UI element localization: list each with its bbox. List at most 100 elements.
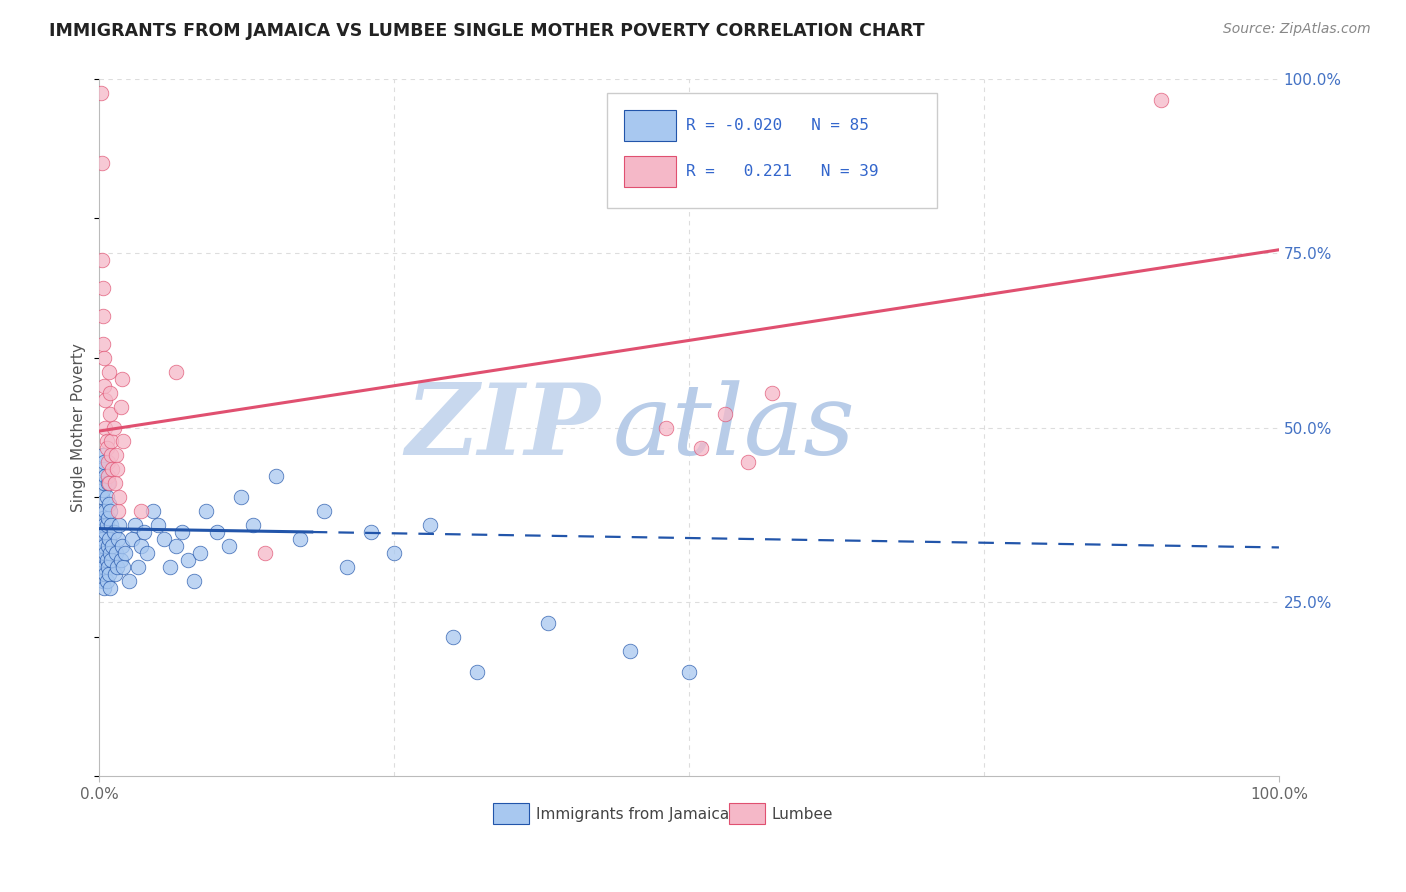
- Point: [170, 525, 193, 540]
- FancyBboxPatch shape: [624, 156, 676, 187]
- Point: [98, 407, 121, 421]
- Point: [100, 518, 122, 533]
- Point: [229, 490, 252, 504]
- Point: [97, 511, 120, 525]
- Point: [105, 560, 128, 574]
- Text: atlas: atlas: [613, 380, 855, 475]
- Point: [94, 420, 117, 434]
- Text: ZIP: ZIP: [406, 379, 600, 475]
- Point: [678, 665, 700, 679]
- Point: [94, 469, 117, 483]
- Point: [90, 155, 112, 169]
- Point: [194, 504, 217, 518]
- Point: [97, 476, 120, 491]
- Point: [110, 553, 132, 567]
- Point: [242, 518, 264, 533]
- Point: [91, 337, 114, 351]
- Point: [97, 539, 120, 553]
- Point: [111, 434, 134, 449]
- Point: [134, 525, 156, 540]
- FancyBboxPatch shape: [606, 93, 936, 208]
- Point: [97, 566, 120, 581]
- Point: [121, 532, 143, 546]
- Point: [103, 420, 125, 434]
- Point: [129, 504, 152, 518]
- Point: [98, 546, 121, 560]
- Point: [107, 504, 129, 518]
- Point: [96, 434, 118, 449]
- Point: [654, 420, 676, 434]
- Point: [97, 560, 120, 574]
- Point: [148, 518, 170, 533]
- Point: [713, 407, 735, 421]
- Point: [90, 560, 112, 574]
- Point: [97, 455, 120, 469]
- Point: [94, 525, 117, 540]
- Point: [100, 553, 122, 567]
- Point: [93, 539, 115, 553]
- Point: [127, 560, 149, 574]
- Point: [737, 455, 759, 469]
- Point: [110, 400, 132, 414]
- Point: [207, 525, 229, 540]
- Point: [441, 630, 464, 644]
- Point: [94, 546, 117, 560]
- Point: [91, 449, 114, 463]
- Point: [93, 518, 115, 533]
- Point: [97, 476, 120, 491]
- Point: [90, 546, 112, 560]
- Point: [90, 86, 112, 100]
- Point: [108, 490, 131, 504]
- Point: [153, 532, 176, 546]
- Point: [103, 525, 125, 540]
- Point: [98, 385, 121, 400]
- Point: [141, 504, 163, 518]
- Text: R =   0.221   N = 39: R = 0.221 N = 39: [686, 164, 879, 179]
- Point: [336, 560, 359, 574]
- Point: [97, 365, 120, 379]
- Point: [91, 462, 114, 476]
- Point: [419, 518, 441, 533]
- Point: [135, 546, 157, 560]
- Point: [91, 511, 114, 525]
- Point: [101, 539, 124, 553]
- Point: [98, 581, 121, 595]
- Point: [96, 518, 118, 533]
- FancyBboxPatch shape: [730, 804, 765, 824]
- Point: [465, 665, 488, 679]
- Point: [91, 483, 114, 498]
- Point: [93, 378, 115, 392]
- Point: [91, 309, 114, 323]
- Point: [91, 574, 114, 588]
- Point: [129, 539, 152, 553]
- FancyBboxPatch shape: [494, 804, 529, 824]
- Point: [111, 560, 134, 574]
- Text: Immigrants from Jamaica: Immigrants from Jamaica: [536, 807, 730, 822]
- Point: [93, 560, 115, 574]
- Point: [1150, 93, 1173, 107]
- Point: [94, 566, 117, 581]
- Point: [90, 518, 112, 533]
- Point: [90, 525, 112, 540]
- Text: Source: ZipAtlas.com: Source: ZipAtlas.com: [1223, 22, 1371, 37]
- Point: [93, 476, 115, 491]
- Point: [107, 532, 129, 546]
- Point: [114, 546, 136, 560]
- Point: [188, 546, 211, 560]
- Point: [382, 546, 405, 560]
- Point: [96, 442, 118, 456]
- Point: [159, 560, 181, 574]
- Point: [177, 553, 200, 567]
- Point: [104, 566, 127, 581]
- Point: [288, 532, 311, 546]
- Point: [253, 546, 276, 560]
- Point: [96, 574, 118, 588]
- Point: [165, 365, 187, 379]
- Point: [619, 643, 641, 657]
- Point: [183, 574, 205, 588]
- Point: [218, 539, 240, 553]
- Point: [101, 462, 124, 476]
- Point: [104, 449, 127, 463]
- Point: [100, 449, 122, 463]
- Y-axis label: Single Mother Poverty: Single Mother Poverty: [72, 343, 86, 512]
